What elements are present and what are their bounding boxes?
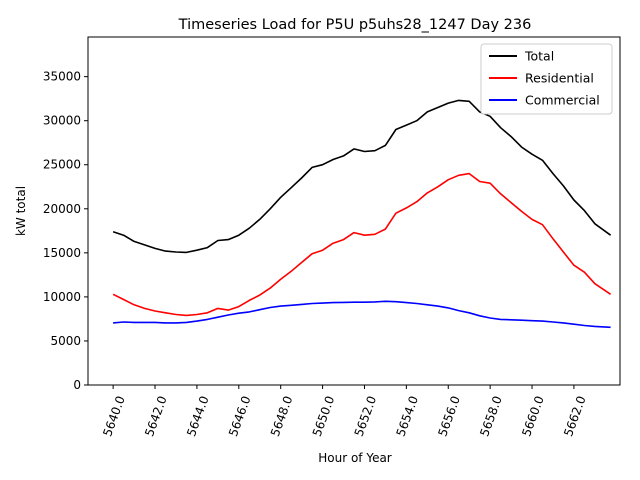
y-tick-label: 0 bbox=[73, 378, 81, 392]
y-tick-label: 35000 bbox=[43, 70, 81, 84]
legend: Total Residential Commercial bbox=[480, 43, 613, 115]
legend-label-residential: Residential bbox=[525, 71, 594, 86]
plot-frame bbox=[87, 36, 621, 386]
series-line-total bbox=[112, 99, 612, 254]
legend-label-total: Total bbox=[524, 49, 554, 64]
y-tick-label: 25000 bbox=[43, 158, 81, 172]
y-tick-label: 10000 bbox=[43, 290, 81, 304]
y-axis-label: kW total bbox=[14, 186, 28, 236]
x-tick-label: 5642.0 bbox=[142, 394, 170, 438]
x-tick-label: 5658.0 bbox=[477, 394, 505, 438]
x-tick-label: 5656.0 bbox=[435, 394, 463, 438]
y-tick-label: 5000 bbox=[50, 334, 81, 348]
x-tick-label: 5660.0 bbox=[519, 394, 547, 438]
x-tick-label: 5662.0 bbox=[561, 394, 589, 438]
x-tick-label: 5646.0 bbox=[226, 394, 254, 438]
x-tick-label: 5652.0 bbox=[352, 394, 380, 438]
x-tick-label: 5654.0 bbox=[394, 394, 422, 438]
y-tick-label: 15000 bbox=[43, 246, 81, 260]
x-axis: 5640.0 5642.0 5644.0 5646.0 5648.0 5650.0 5652… bbox=[100, 385, 589, 438]
y-tick-label: 30000 bbox=[43, 114, 81, 128]
y-tick-label: 20000 bbox=[43, 202, 81, 216]
legend-label-commercial: Commercial bbox=[525, 93, 600, 108]
y-axis: 0 5000 10000 15000 20000 25000 30000 35000 bbox=[43, 70, 88, 392]
x-tick-label: 5650.0 bbox=[310, 394, 338, 438]
chart-title: Timeseries Load for P5U p5uhs28_1247 Day… bbox=[178, 17, 532, 33]
legend-box bbox=[480, 43, 613, 115]
x-tick-label: 5648.0 bbox=[268, 394, 296, 438]
series-line-commercial bbox=[113, 300, 611, 329]
x-axis-label: Hour of Year bbox=[318, 451, 392, 465]
plot-area bbox=[112, 99, 612, 329]
series-line-residential bbox=[112, 172, 612, 317]
x-tick-label: 5640.0 bbox=[100, 394, 128, 438]
x-tick-label: 5644.0 bbox=[184, 394, 212, 438]
